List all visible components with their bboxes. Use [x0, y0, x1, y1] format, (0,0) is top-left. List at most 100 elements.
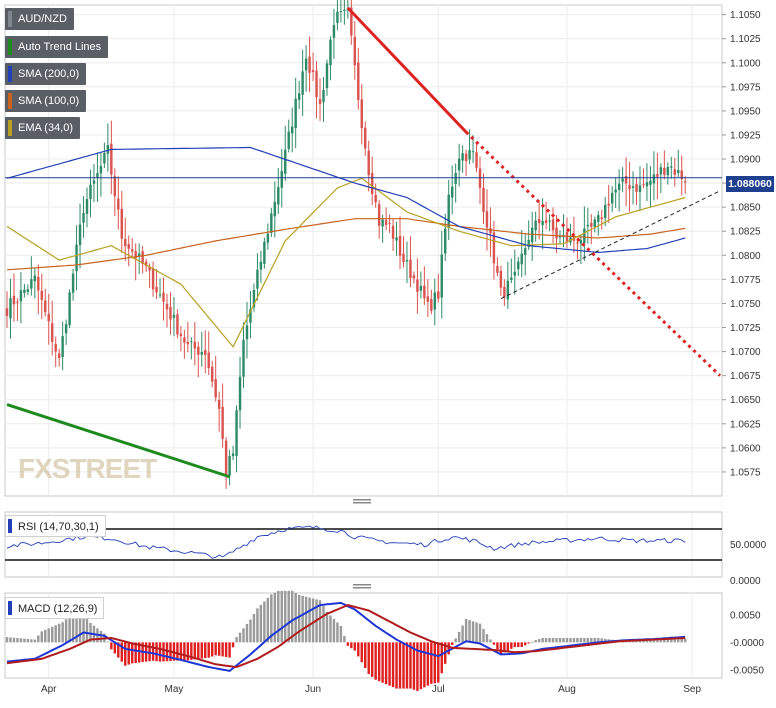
- macd-histogram-bar: [416, 642, 419, 691]
- macd-histogram-bar: [377, 642, 381, 682]
- candle-body: [113, 176, 117, 197]
- candle-body: [617, 183, 621, 190]
- candle-body: [457, 158, 461, 171]
- candle-body: [61, 336, 64, 358]
- candle-body: [447, 194, 450, 228]
- legend-auto-trend-lines[interactable]: Auto Trend Lines: [5, 36, 109, 58]
- macd-histogram-bar: [245, 623, 249, 643]
- macd-histogram-bar: [165, 642, 169, 662]
- macd-histogram-bar: [186, 642, 190, 661]
- candle-body: [600, 217, 603, 220]
- macd-histogram-bar: [642, 640, 645, 643]
- macd-histogram-bar: [228, 642, 231, 658]
- macd-histogram-bar: [270, 594, 273, 643]
- candle-body: [610, 192, 614, 204]
- candle-body: [402, 253, 405, 263]
- legend-symbol[interactable]: AUD/NZD: [5, 8, 74, 30]
- candle-body: [165, 303, 169, 310]
- candle-body: [5, 308, 9, 316]
- macd-histogram-bar: [252, 613, 256, 643]
- candle-body: [357, 62, 360, 100]
- macd-histogram-bar: [134, 642, 137, 663]
- macd-label[interactable]: MACD (12,26,9): [5, 597, 105, 619]
- legend-ema-34[interactable]: EMA (34,0): [5, 117, 81, 139]
- macd-histogram-bar: [210, 642, 214, 657]
- candle-body: [510, 277, 513, 280]
- candle-body: [548, 220, 551, 222]
- candle-body: [555, 227, 558, 239]
- candle-body: [190, 341, 193, 343]
- macd-histogram-bar: [273, 592, 277, 643]
- macd-label-text: MACD (12,26,9): [18, 603, 98, 615]
- macd-histogram-bar: [353, 642, 357, 651]
- macd-histogram-bar: [437, 642, 440, 683]
- candle-body: [16, 301, 19, 303]
- macd-histogram-bar: [5, 637, 9, 643]
- macd-histogram-bar: [558, 637, 562, 643]
- macd-histogram-bar: [183, 642, 186, 661]
- candle-body: [391, 225, 395, 239]
- candle-body: [186, 342, 190, 345]
- candle-body: [37, 276, 40, 291]
- macd-histogram-bar: [332, 618, 336, 643]
- macd-histogram-bar: [311, 598, 315, 643]
- legend-sma-200[interactable]: SMA (200,0): [5, 63, 87, 85]
- macd-histogram-bar: [593, 637, 597, 643]
- candle-body: [68, 292, 71, 326]
- candle-body: [468, 150, 471, 160]
- candle-body: [329, 39, 332, 66]
- candle-body: [176, 314, 179, 335]
- macd-histogram-bar: [503, 642, 506, 653]
- macd-histogram-bar: [492, 642, 496, 645]
- macd-histogram-bar: [464, 618, 468, 643]
- legend-swatch: [8, 93, 12, 109]
- candle-body: [607, 203, 610, 206]
- macd-histogram-bar: [137, 642, 141, 663]
- macd-histogram-bar: [297, 594, 301, 643]
- macd-histogram-bar: [395, 642, 398, 689]
- price-tick-label: 1.0775: [730, 275, 761, 286]
- macd-histogram-bar: [30, 639, 33, 643]
- macd-tick-label: -0.0050: [730, 665, 764, 676]
- price-tick-label: 1.0725: [730, 323, 761, 334]
- candle-body: [280, 171, 283, 188]
- candle-body: [384, 220, 388, 225]
- macd-histogram-bar: [280, 590, 283, 643]
- macd-histogram-bar: [82, 609, 85, 643]
- legend-swatch: [8, 601, 12, 615]
- macd-histogram-bar: [179, 642, 183, 661]
- candle-body: [318, 99, 322, 105]
- candle-body: [471, 151, 475, 153]
- rsi-pane-frame: [4, 511, 723, 578]
- rsi-label[interactable]: RSI (14,70,30,1): [5, 515, 106, 537]
- candle-body: [256, 269, 259, 289]
- legend-sma-100[interactable]: SMA (100,0): [5, 90, 87, 112]
- macd-histogram-bar: [308, 597, 311, 643]
- candle-body: [663, 167, 666, 175]
- candle-body: [426, 296, 430, 302]
- price-tick-label: 1.0750: [730, 299, 761, 310]
- candle-body: [252, 289, 256, 308]
- candle-body: [117, 198, 120, 210]
- macd-histogram-bar: [318, 600, 322, 643]
- macd-pane-frame: [4, 592, 723, 679]
- candle-body: [259, 261, 263, 270]
- candle-body: [395, 237, 398, 241]
- candle-body: [423, 285, 426, 299]
- macd-histogram-bar: [130, 642, 134, 664]
- candle-body: [75, 244, 78, 272]
- candle-body: [64, 324, 68, 334]
- macd-histogram-bar: [12, 637, 16, 643]
- candle-body: [183, 337, 186, 343]
- candle-body: [57, 353, 61, 359]
- candle-body: [649, 180, 652, 185]
- price-tick-label: 1.1025: [730, 34, 761, 45]
- legend-swatch: [8, 519, 12, 533]
- candle-body: [353, 37, 357, 66]
- macd-histogram-bar: [322, 606, 325, 643]
- pane-splitter-grip: [353, 499, 371, 501]
- macd-histogram-bar: [85, 616, 89, 643]
- candle-body: [311, 70, 315, 72]
- candle-body: [370, 173, 374, 194]
- macd-histogram-bar: [374, 642, 377, 680]
